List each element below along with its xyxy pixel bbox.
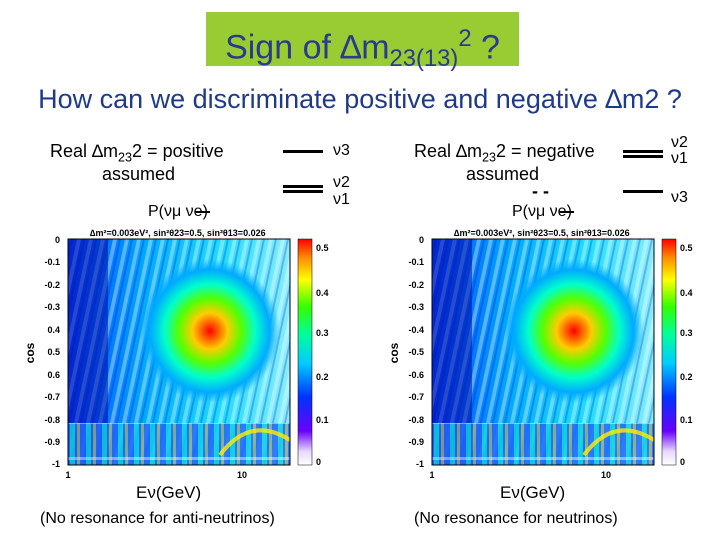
- left-ytick-6: 0.6: [47, 370, 60, 380]
- right-level-label-2: ν3: [671, 189, 688, 206]
- left-assumption-sub: 23: [118, 150, 133, 165]
- left-ytick-3: -0.3: [44, 302, 60, 312]
- right-xtick-0: 1: [429, 470, 434, 480]
- right-prob-label: P(νμ νe): [512, 203, 572, 220]
- right-assumption-line1: Real ∆m232 = negative: [414, 141, 595, 165]
- right-resonance-peak: [504, 259, 644, 403]
- left-assumption-suffix: 2 = positive: [132, 141, 224, 161]
- left-ytick-10: -1: [52, 459, 60, 469]
- right-cbar-tick-5: 0: [680, 457, 685, 467]
- left-ytick-2: -0.2: [44, 280, 60, 290]
- right-ytick-6: -0.6: [408, 370, 424, 380]
- right-xlabel: Eν(GeV): [500, 483, 566, 502]
- left-yticks: 0 -0.1 -0.2 -0.3 0.4 0.5 0.6 -0.7 -0.8 -…: [44, 235, 60, 469]
- left-resonance-peak: [140, 259, 280, 403]
- right-ytick-1: -0.1: [408, 257, 424, 267]
- left-ytick-4: 0.4: [47, 325, 60, 335]
- right-ytick-0: 0: [419, 235, 424, 245]
- right-cbar-tick-3: 0.2: [680, 372, 693, 382]
- right-cbar-tick-2: 0.3: [680, 328, 693, 338]
- title-prefix: Sign of: [225, 28, 341, 67]
- left-assumption-line1: Real ∆m232 = positive: [50, 141, 224, 165]
- right-ytick-7: -0.7: [408, 392, 424, 402]
- left-plot-header: ∆m²=0.003eV², sin²θ23=0.5, sin²θ13=0.026: [90, 228, 266, 238]
- right-prob-arrow: [560, 211, 574, 213]
- left-cbar-tick-1: 0.4: [316, 288, 329, 298]
- right-level-line-2: [623, 150, 663, 153]
- title-sub: 23(13): [389, 45, 459, 73]
- right-ytick-5: -0.5: [408, 347, 424, 357]
- right-ytick-9: -0.9: [408, 437, 424, 447]
- right-cbar-tick-4: 0.1: [680, 415, 693, 425]
- left-core-arc: [218, 428, 292, 457]
- left-ytick-7: -0.7: [44, 392, 60, 402]
- left-xtick-1: 10: [237, 470, 247, 480]
- right-cbar-tick-0: 0.5: [680, 243, 693, 253]
- right-xtick-1: 10: [601, 470, 611, 480]
- left-level-label-0: ν3: [333, 142, 350, 159]
- right-colorbar-ticks: 0.5 0.4 0.3 0.2 0.1 0: [680, 243, 693, 467]
- left-level-line-2: [283, 185, 323, 188]
- right-level-line-3: [623, 190, 663, 193]
- right-assumption-suffix: 2 = negative: [496, 141, 595, 161]
- left-plot-area: [67, 238, 292, 466]
- right-yticks: 0 -0.1 -0.2 -0.3 -0.4 -0.5 -0.6 -0.7 -0.…: [408, 235, 424, 469]
- left-ytick-0: 0: [55, 235, 60, 245]
- left-level-label-1: ν2: [333, 174, 350, 191]
- right-colorbar: [661, 238, 677, 466]
- title-sup: 2: [458, 25, 472, 52]
- right-cbar-tick-1: 0.4: [680, 288, 693, 298]
- right-level-line-1: [623, 155, 663, 158]
- title-delta: ∆m: [340, 28, 390, 67]
- right-caption: (No resonance for neutrinos): [414, 510, 618, 527]
- left-level-line-1: [283, 190, 323, 193]
- right-assumption-prefix: Real ∆m: [414, 141, 483, 161]
- left-xlabel: Eν(GeV): [136, 483, 202, 502]
- right-ytick-4: -0.4: [408, 325, 424, 335]
- left-colorbar-ticks: 0.5 0.4 0.3 0.2 0.1 0: [316, 243, 329, 467]
- right-heatmap-chart: ∆m²=0.003eV², sin²θ23=0.5, sin²θ13=0.026…: [387, 228, 693, 480]
- left-ytick-5: 0.5: [47, 347, 60, 357]
- right-ytick-2: -0.2: [408, 280, 424, 290]
- right-ylabel: cos: [387, 342, 401, 363]
- left-xtick-0: 1: [65, 470, 70, 480]
- left-plot-frame: [67, 238, 291, 466]
- right-plot-header: ∆m²=0.003eV², sin²θ23=0.5, sin²θ13=0.026: [454, 228, 630, 238]
- right-ytick-3: -0.3: [408, 302, 424, 312]
- title-suffix: ?: [471, 28, 500, 67]
- left-level-line-3: [283, 150, 323, 153]
- right-antineutrino-bars: - -: [532, 181, 549, 201]
- left-heatmap-chart: ∆m²=0.003eV², sin²θ23=0.5, sin²θ13=0.026…: [23, 228, 329, 480]
- left-cbar-tick-4: 0.1: [316, 415, 329, 425]
- left-ytick-1: -0.1: [44, 257, 60, 267]
- left-assumption-prefix: Real ∆m: [50, 141, 119, 161]
- left-level-label-2: ν1: [333, 191, 350, 208]
- title-box: Sign of ∆m23(13)2 ?: [206, 12, 519, 72]
- right-assumption-sub: 23: [482, 150, 497, 165]
- right-core-arc: [582, 428, 656, 457]
- right-ytick-10: -1: [416, 459, 424, 469]
- slide-title: Sign of ∆m23(13)2 ?: [206, 12, 519, 72]
- left-assumption-line2: assumed: [102, 164, 176, 184]
- right-plot-frame: [431, 238, 655, 466]
- right-ytick-8: -0.8: [408, 415, 424, 425]
- left-prob-arrow: [196, 211, 210, 213]
- right-assumption-line2: assumed: [466, 164, 540, 184]
- left-caption: (No resonance for anti-neutrinos): [40, 510, 275, 527]
- left-cbar-tick-0: 0.5: [316, 243, 329, 253]
- left-ylabel: cos: [23, 342, 37, 363]
- right-level-label-1: ν1: [671, 150, 688, 167]
- left-colorbar: [297, 238, 313, 466]
- left-ytick-9: -0.9: [44, 437, 60, 447]
- right-level-label-0: ν2: [671, 134, 688, 151]
- left-cbar-tick-3: 0.2: [316, 372, 329, 382]
- left-cbar-tick-5: 0: [316, 457, 321, 467]
- left-cbar-tick-2: 0.3: [316, 328, 329, 338]
- left-prob-label: P(νμ νe): [148, 203, 208, 220]
- slide-subtitle: How can we discriminate positive and neg…: [38, 84, 682, 114]
- left-ytick-8: -0.8: [44, 415, 60, 425]
